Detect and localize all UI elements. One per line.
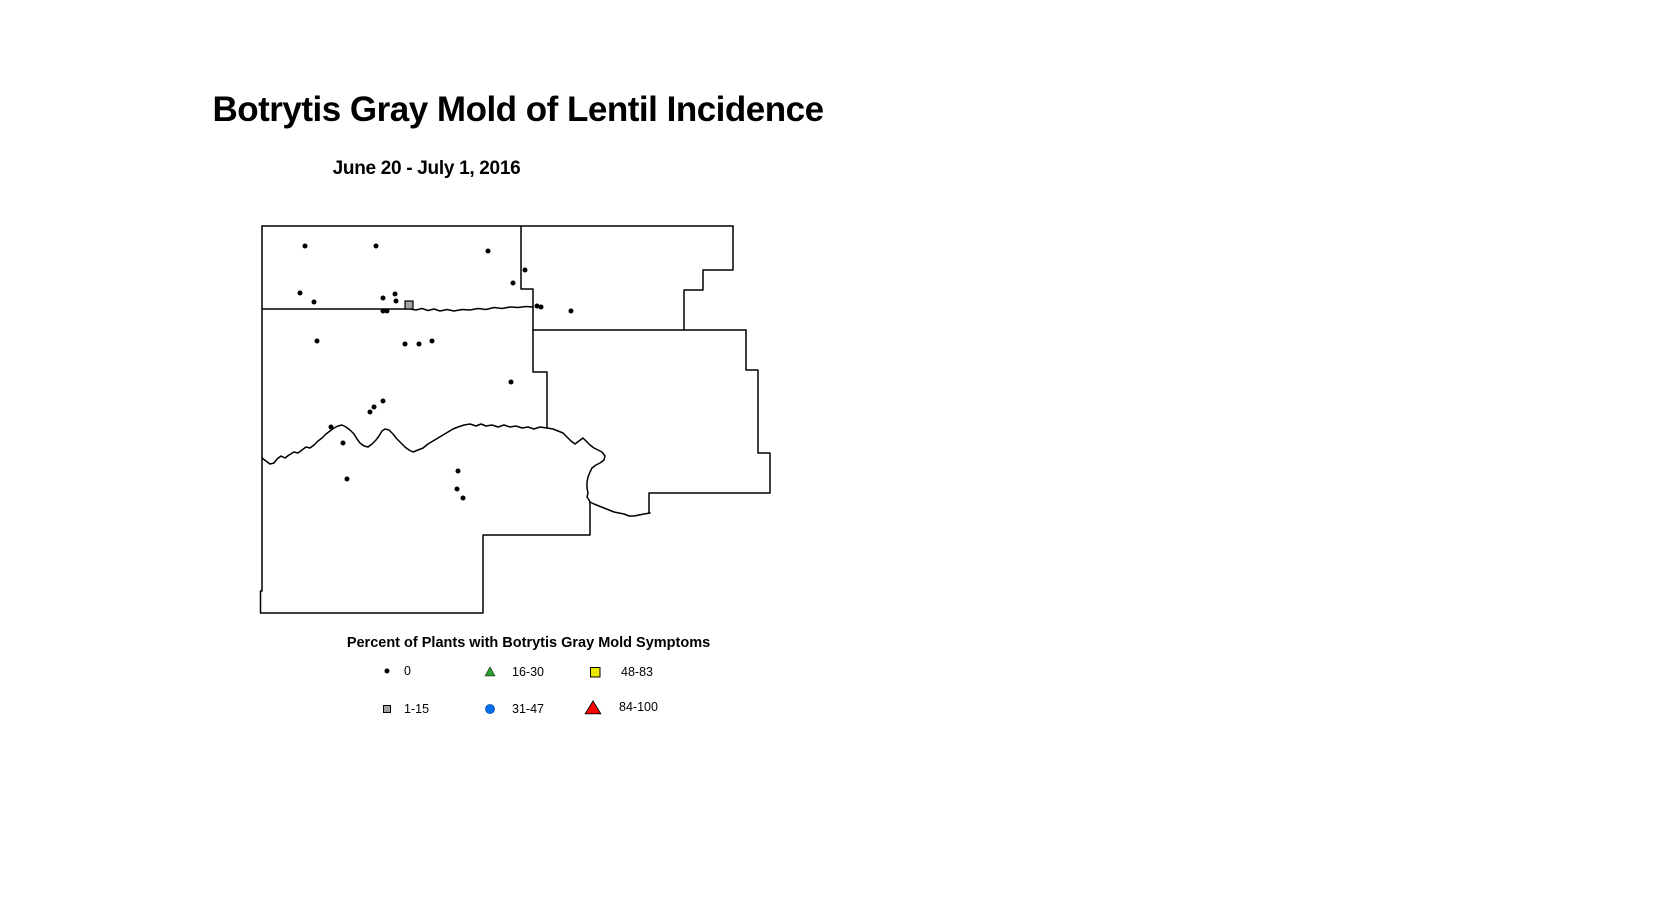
map-point-0 bbox=[384, 308, 390, 314]
legend-item-1-15: 1-15 bbox=[378, 701, 429, 717]
map-point-0 bbox=[454, 486, 460, 492]
page-subtitle: June 20 - July 1, 2016 bbox=[332, 158, 521, 179]
legend-item-84-100: 84-100 bbox=[584, 699, 658, 715]
legend-label: 84-100 bbox=[619, 700, 658, 714]
blue-circle-icon bbox=[485, 704, 495, 714]
red-triangle-icon bbox=[584, 699, 602, 714]
legend-label: 16-30 bbox=[512, 665, 544, 679]
map-point-1-15 bbox=[404, 300, 414, 310]
county-boundary bbox=[261, 423, 651, 517]
map-point-0 bbox=[344, 476, 350, 482]
map-point-0 bbox=[302, 243, 308, 249]
legend-label: 31-47 bbox=[512, 702, 544, 716]
map-point-0 bbox=[311, 299, 317, 305]
map-point-0 bbox=[380, 308, 386, 314]
legend-item-0: 0 bbox=[378, 663, 411, 679]
map-point-0 bbox=[367, 409, 373, 415]
legend-item-48-83: 48-83 bbox=[586, 664, 653, 680]
county-boundary bbox=[261, 305, 534, 312]
county-boundary bbox=[683, 225, 734, 331]
map-point-0 bbox=[402, 341, 408, 347]
map-point-0 bbox=[485, 248, 491, 254]
map-point-0 bbox=[371, 404, 377, 410]
map-point-0 bbox=[373, 243, 379, 249]
map-point-0 bbox=[568, 308, 574, 314]
county-boundary bbox=[520, 225, 548, 429]
map-point-0 bbox=[460, 495, 466, 501]
map-point-0 bbox=[314, 338, 320, 344]
green-triangle-icon bbox=[484, 666, 496, 677]
map-point-0 bbox=[297, 290, 303, 296]
legend-label: 1-15 bbox=[404, 702, 430, 716]
page-title: Botrytis Gray Mold of Lentil Incidence bbox=[212, 90, 824, 129]
yellow-square-icon bbox=[590, 667, 601, 678]
map-point-0 bbox=[340, 440, 346, 446]
legend-label: 48-83 bbox=[621, 665, 653, 679]
county-boundary bbox=[259, 225, 591, 614]
map-point-0 bbox=[380, 398, 386, 404]
map-point-0 bbox=[392, 291, 398, 297]
map-point-0 bbox=[522, 267, 528, 273]
map-point-0 bbox=[534, 303, 540, 309]
map-point-0 bbox=[393, 298, 399, 304]
legend-item-31-47: 31-47 bbox=[481, 701, 544, 717]
map-point-0 bbox=[380, 295, 386, 301]
map-point-0 bbox=[328, 424, 334, 430]
map-point-0 bbox=[416, 341, 422, 347]
county-boundary bbox=[648, 329, 771, 514]
map-point-0 bbox=[508, 379, 514, 385]
small-black-dot-icon bbox=[384, 668, 390, 674]
map-svg bbox=[259, 225, 771, 614]
legend-label: 0 bbox=[404, 664, 411, 678]
map-point-0 bbox=[429, 338, 435, 344]
map-point-0 bbox=[538, 304, 544, 310]
map-point-0 bbox=[510, 280, 516, 286]
legend-title: Percent of Plants with Botrytis Gray Mol… bbox=[346, 635, 711, 651]
gray-square-icon bbox=[383, 705, 391, 713]
legend-item-16-30: 16-30 bbox=[481, 664, 544, 680]
map-point-0 bbox=[455, 468, 461, 474]
